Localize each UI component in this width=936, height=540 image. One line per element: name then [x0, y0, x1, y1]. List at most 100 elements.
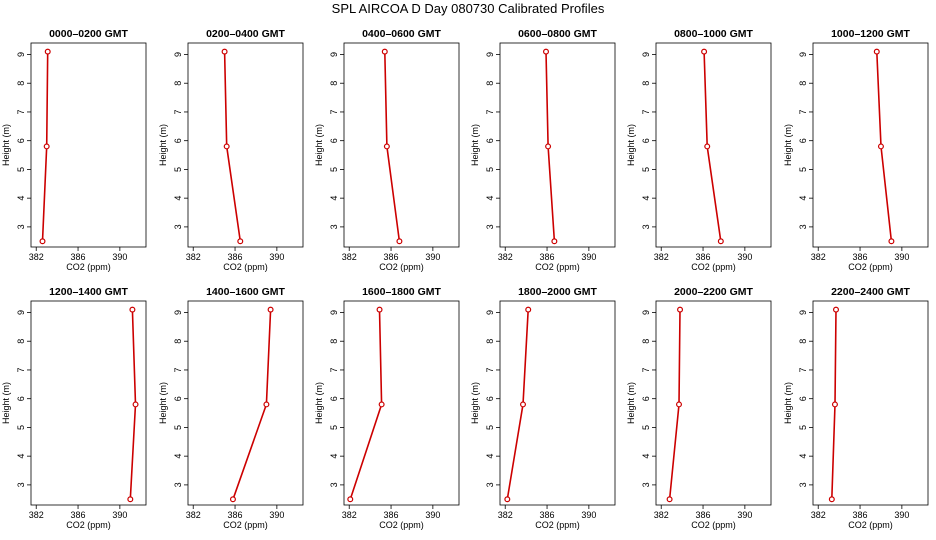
y-tick-label: 3: [798, 224, 808, 229]
data-point: [519, 401, 526, 408]
y-tick-label: 7: [173, 109, 183, 114]
y-axis-label: Height (m): [626, 382, 636, 424]
y-tick-label: 7: [329, 109, 339, 114]
x-axis-label: CO2 (ppm): [535, 262, 580, 272]
y-tick-label: 3: [641, 482, 651, 487]
y-tick-label: 9: [329, 310, 339, 315]
y-tick-label: 4: [173, 196, 183, 201]
y-tick-label: 4: [798, 454, 808, 459]
panel-title: 1400–1600 GMT: [206, 286, 285, 298]
plot-frame: [499, 42, 616, 248]
y-tick-label: 8: [329, 81, 339, 86]
x-tick-label: 390: [894, 510, 909, 520]
y-tick-label: 5: [641, 425, 651, 430]
y-tick-label: 5: [16, 167, 26, 172]
x-tick-label: 386: [71, 510, 86, 520]
data-point: [828, 496, 835, 503]
plot-frame: [343, 300, 460, 506]
y-tick-label: 3: [173, 224, 183, 229]
y-tick-label: 3: [16, 224, 26, 229]
panel-3: 0400–0600 GMT 382 386 390 3 4 5 6 7 8 9 CO2 (ppm) He…: [314, 28, 460, 272]
data-point: [127, 496, 134, 503]
x-tick-label: 390: [269, 252, 284, 262]
y-tick-label: 8: [485, 81, 495, 86]
y-tick-label: 7: [329, 367, 339, 372]
data-point: [229, 496, 236, 503]
x-tick-label: 386: [696, 510, 711, 520]
x-tick-label: 382: [498, 510, 513, 520]
data-point: [877, 143, 884, 150]
panel-11: 2000–2200 GMT 382 386 390 3 4 5 6 7 8 9 CO2 (ppm) He…: [626, 286, 772, 530]
plot-frame: [30, 42, 147, 248]
panel-12: 2200–2400 GMT 382 386 390 3 4 5 6 7 8 9 CO2 (ppm) He…: [783, 286, 929, 530]
x-tick-label: 382: [29, 510, 44, 520]
page-title: SPL AIRCOA D Day 080730 Calibrated Profi…: [331, 1, 605, 16]
x-axis-label: CO2 (ppm): [223, 262, 268, 272]
data-point: [383, 143, 390, 150]
x-tick-label: 386: [384, 510, 399, 520]
data-point: [378, 401, 385, 408]
plot-frame: [812, 42, 929, 248]
y-tick-label: 3: [173, 482, 183, 487]
y-tick-label: 5: [485, 167, 495, 172]
x-tick-label: 382: [342, 510, 357, 520]
y-tick-label: 9: [329, 52, 339, 57]
y-tick-label: 3: [329, 482, 339, 487]
y-tick-label: 8: [329, 339, 339, 344]
x-tick-label: 382: [29, 252, 44, 262]
x-tick-label: 386: [540, 252, 555, 262]
data-point: [263, 401, 270, 408]
panel-7: 1200–1400 GMT 382 386 390 3 4 5 6 7 8 9 CO2 (ppm) He…: [1, 286, 147, 530]
x-tick-label: 382: [811, 510, 826, 520]
y-tick-label: 4: [16, 196, 26, 201]
y-tick-label: 9: [173, 52, 183, 57]
x-tick-label: 382: [342, 252, 357, 262]
y-tick-label: 3: [798, 482, 808, 487]
y-axis-label: Height (m): [470, 382, 480, 424]
x-tick-label: 390: [425, 510, 440, 520]
panel-5: 0800–1000 GMT 382 386 390 3 4 5 6 7 8 9 CO2 (ppm) He…: [626, 28, 772, 272]
y-tick-label: 7: [485, 367, 495, 372]
y-axis-label: Height (m): [626, 124, 636, 166]
y-tick-label: 5: [641, 167, 651, 172]
data-point: [873, 48, 880, 55]
data-point: [43, 143, 50, 150]
y-tick-label: 8: [173, 81, 183, 86]
panel-title: 1000–1200 GMT: [831, 28, 910, 40]
y-tick-label: 4: [641, 196, 651, 201]
y-tick-label: 6: [641, 138, 651, 143]
plot-frame: [499, 300, 616, 506]
y-tick-label: 7: [641, 109, 651, 114]
y-tick-label: 6: [16, 138, 26, 143]
panel-4: 0600–0800 GMT 382 386 390 3 4 5 6 7 8 9 CO2 (ppm) He…: [470, 28, 616, 272]
y-axis-label: Height (m): [314, 124, 324, 166]
y-tick-label: 8: [641, 81, 651, 86]
plot-frame: [812, 300, 929, 506]
y-tick-label: 6: [329, 138, 339, 143]
panel-title: 2000–2200 GMT: [674, 286, 753, 298]
x-tick-label: 390: [112, 252, 127, 262]
panel-title: 0400–0600 GMT: [362, 28, 441, 40]
data-point: [545, 143, 552, 150]
panel-10: 1800–2000 GMT 382 386 390 3 4 5 6 7 8 9 CO2 (ppm) He…: [470, 286, 616, 530]
y-tick-label: 5: [173, 167, 183, 172]
data-point: [831, 401, 838, 408]
y-tick-label: 5: [329, 425, 339, 430]
y-tick-label: 7: [173, 367, 183, 372]
y-tick-label: 8: [173, 339, 183, 344]
x-axis-label: CO2 (ppm): [66, 520, 111, 530]
x-axis-label: CO2 (ppm): [535, 520, 580, 530]
data-point: [525, 306, 532, 313]
y-tick-label: 4: [16, 454, 26, 459]
data-point: [223, 143, 230, 150]
y-axis-label: Height (m): [158, 382, 168, 424]
y-tick-label: 7: [485, 109, 495, 114]
y-tick-label: 6: [329, 396, 339, 401]
data-point: [666, 496, 673, 503]
y-tick-label: 6: [485, 138, 495, 143]
data-point: [381, 48, 388, 55]
data-point: [542, 48, 549, 55]
y-tick-label: 9: [798, 310, 808, 315]
y-tick-label: 7: [641, 367, 651, 372]
x-tick-label: 390: [425, 252, 440, 262]
